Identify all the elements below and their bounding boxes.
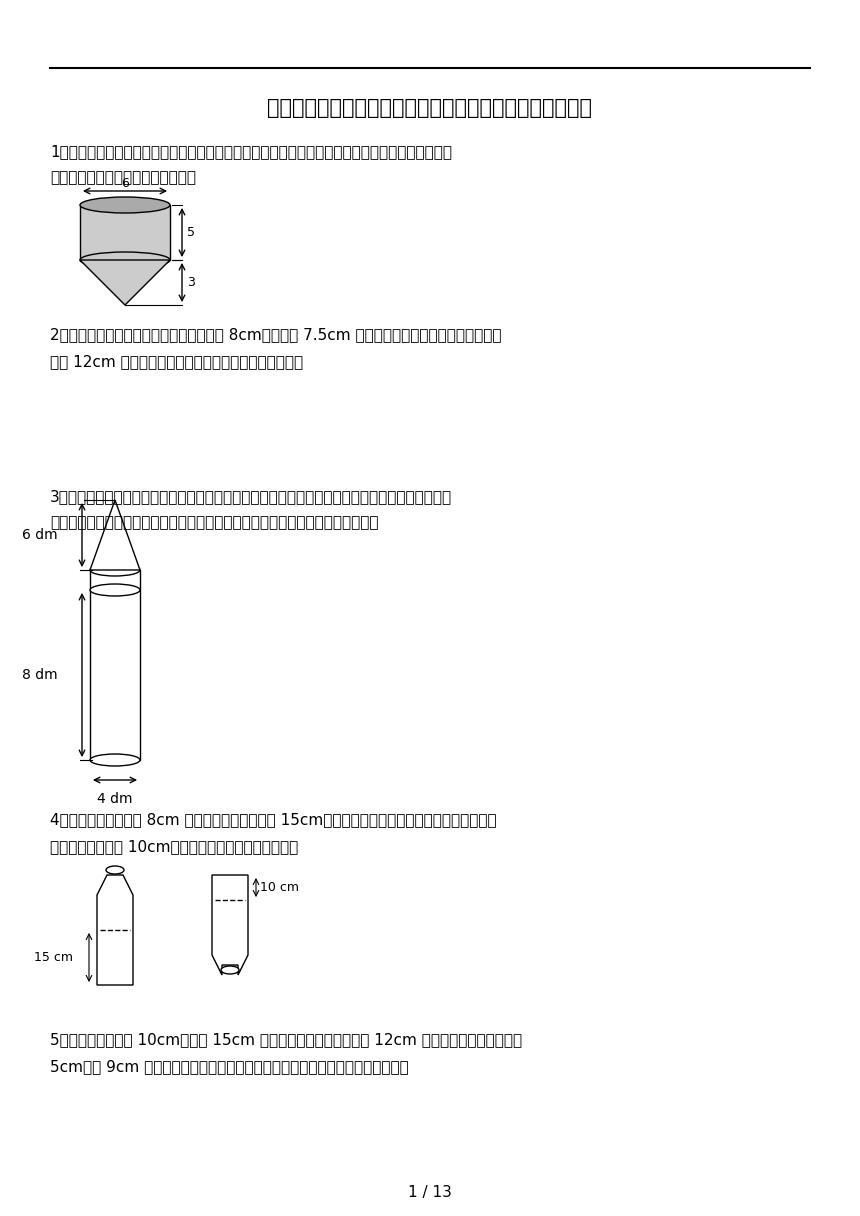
Text: 4．一个底面内直径是 8cm 的瓶子里，水的高度是 15cm，把瓶盖拧紧，把瓶子倒置放平，无水部分: 4．一个底面内直径是 8cm 的瓶子里，水的高度是 15cm，把瓶盖拧紧，把瓶子…: [50, 812, 496, 828]
Ellipse shape: [90, 584, 140, 596]
Text: 5: 5: [187, 226, 195, 240]
Text: 5cm，高 9cm 的圆锥完全浸没在水中，且没有溢出，现在水面高度是多少厘米？: 5cm，高 9cm 的圆锥完全浸没在水中，且没有溢出，现在水面高度是多少厘米？: [50, 1059, 408, 1075]
Ellipse shape: [221, 966, 239, 974]
Text: 科技手工制作小组制作了神舟飞船模型。右图是模型的一部分，它的体积是多少？: 科技手工制作小组制作了神舟飞船模型。右图是模型的一部分，它的体积是多少？: [50, 516, 378, 530]
Text: 1．这是一个玩具陀螺，请根据图中的条件求出它的体积。如果想把陀螺的圆柱部分涂上油漆，涂漆: 1．这是一个玩具陀螺，请根据图中的条件求出它的体积。如果想把陀螺的圆柱部分涂上油…: [50, 145, 452, 159]
Ellipse shape: [80, 252, 170, 268]
Text: 3．在嵩县第三届科技文化节中，为丰富学校创新活动，培养学生的创新精神和实践能力，实验小学: 3．在嵩县第三届科技文化节中，为丰富学校创新活动，培养学生的创新精神和实践能力，…: [50, 490, 452, 505]
Text: 2．一个圆柱形玻璃茶杯，从里面量直径为 8cm，现装着 7.5cm 高的水。如果把这些水倒入一个内直: 2．一个圆柱形玻璃茶杯，从里面量直径为 8cm，现装着 7.5cm 高的水。如果…: [50, 327, 501, 343]
Text: 部分的面积是多少？（单位：厘米）: 部分的面积是多少？（单位：厘米）: [50, 170, 196, 186]
Text: 10 cm: 10 cm: [260, 882, 299, 894]
Text: 1 / 13: 1 / 13: [408, 1186, 452, 1200]
Text: 径为 12cm 的圆锥形器皿中，这时水的高度是多少厘米？: 径为 12cm 的圆锥形器皿中，这时水的高度是多少厘米？: [50, 355, 303, 370]
Polygon shape: [80, 260, 170, 305]
Polygon shape: [90, 500, 140, 570]
Text: 6: 6: [121, 178, 129, 190]
Ellipse shape: [80, 197, 170, 213]
Text: 西师大版六年级下册数学第二章圆柱和圆锥应用题专题训练: 西师大版六年级下册数学第二章圆柱和圆锥应用题专题训练: [267, 98, 593, 118]
Text: 是圆柱形，高度是 10cm。这个瓶子的容积是多少毫升？: 是圆柱形，高度是 10cm。这个瓶子的容积是多少毫升？: [50, 839, 298, 855]
Text: 4 dm: 4 dm: [97, 792, 132, 806]
Text: 15 cm: 15 cm: [34, 951, 73, 964]
Text: 5．一个底面半径为 10cm，高为 15cm 的圆柱形容器，里面装有高 12cm 的水，将一个底面半径为: 5．一个底面半径为 10cm，高为 15cm 的圆柱形容器，里面装有高 12cm…: [50, 1032, 522, 1047]
Polygon shape: [212, 876, 248, 975]
Text: 8 dm: 8 dm: [22, 668, 58, 682]
Polygon shape: [90, 570, 140, 760]
Ellipse shape: [90, 564, 140, 576]
Text: 6 dm: 6 dm: [22, 528, 58, 542]
Polygon shape: [80, 206, 170, 260]
Text: 3: 3: [187, 276, 195, 289]
Ellipse shape: [106, 866, 124, 874]
Polygon shape: [97, 876, 133, 985]
Ellipse shape: [90, 754, 140, 766]
